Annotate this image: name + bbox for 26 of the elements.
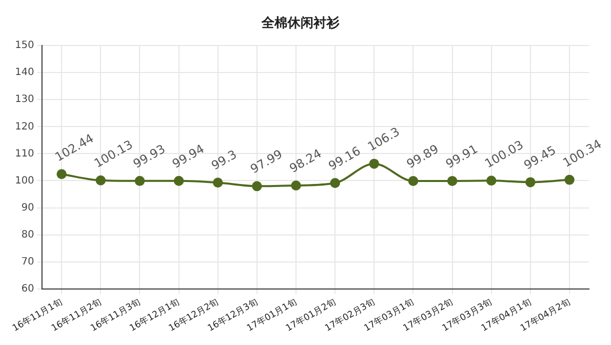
point bbox=[330, 178, 340, 188]
point bbox=[134, 176, 145, 186]
y-tick-label: 120 bbox=[14, 121, 34, 132]
point bbox=[564, 174, 574, 185]
point bbox=[252, 181, 262, 192]
point bbox=[56, 169, 67, 180]
point bbox=[525, 177, 536, 188]
y-tick-label: 150 bbox=[14, 40, 34, 52]
chart-title: 全棉休闲衬衫 bbox=[260, 15, 340, 32]
point bbox=[369, 158, 380, 169]
y-tick-label: 110 bbox=[14, 148, 34, 160]
point bbox=[486, 176, 496, 186]
y-tick-label: 60 bbox=[21, 283, 34, 294]
y-tick-label: 100 bbox=[14, 175, 34, 186]
point bbox=[447, 176, 458, 186]
data-label: 99.3 bbox=[208, 147, 240, 173]
point bbox=[291, 180, 302, 190]
point bbox=[212, 178, 223, 188]
point bbox=[96, 175, 106, 186]
y-tick-label: 130 bbox=[14, 94, 34, 106]
point bbox=[408, 176, 418, 186]
y-tick-label: 80 bbox=[21, 229, 34, 240]
y-tick-label: 90 bbox=[21, 202, 34, 214]
y-tick-label: 140 bbox=[14, 67, 34, 78]
point bbox=[174, 176, 184, 186]
y-tick-label: 70 bbox=[21, 256, 34, 268]
